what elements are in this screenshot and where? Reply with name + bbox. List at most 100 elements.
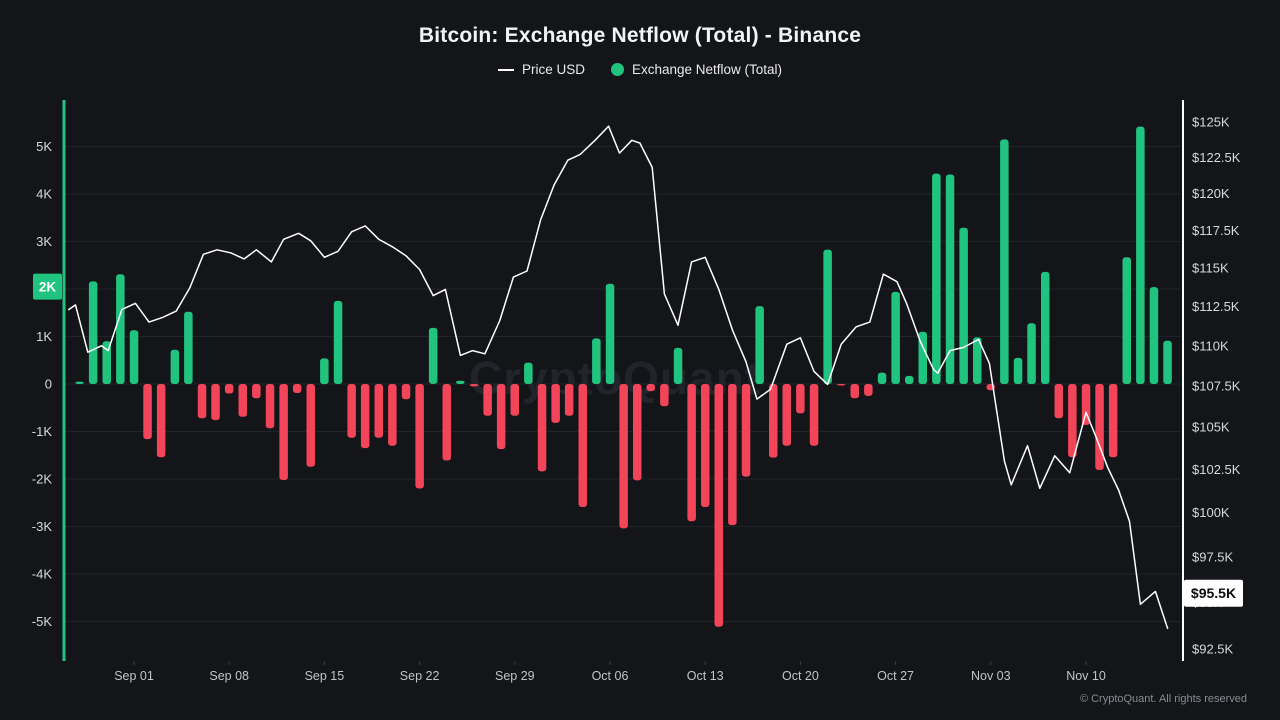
netflow-bar-sep-19[interactable] (374, 384, 384, 438)
netflow-bar-nov-04[interactable] (1000, 139, 1009, 384)
netflow-bar-nov-12[interactable] (1108, 384, 1118, 458)
netflow-bar-oct-25[interactable] (864, 384, 873, 396)
netflow-bar-oct-17[interactable] (755, 306, 764, 384)
netflow-bar-sep-13[interactable] (292, 384, 302, 393)
netflow-bar-sep-05[interactable] (184, 311, 193, 384)
netflow-bar-oct-16[interactable] (741, 384, 751, 477)
netflow-bar-aug-29[interactable] (88, 281, 98, 384)
netflow-bar-nov-05[interactable] (1013, 357, 1023, 384)
netflow-bar-oct-02[interactable] (551, 384, 560, 423)
netflow-bar-sep-01[interactable] (129, 330, 139, 384)
netflow-bar-oct-14[interactable] (714, 384, 724, 627)
netflow-bar-sep-23[interactable] (428, 327, 438, 384)
x-tick-oct-27: Oct 27 (877, 669, 914, 683)
netflow-bar-sep-18[interactable] (360, 384, 370, 449)
netflow-bar-sep-07[interactable] (211, 384, 220, 421)
netflow-bar-sep-08[interactable] (224, 384, 234, 394)
netflow-bar-sep-17[interactable] (347, 384, 356, 438)
netflow-bar-nov-01[interactable] (959, 227, 968, 384)
price-current-badge-label: $95.5K (1191, 585, 1236, 601)
netflow-bar-oct-06[interactable] (605, 283, 615, 384)
netflow-bar-oct-09[interactable] (646, 384, 656, 392)
price-line-marker (497, 68, 514, 71)
netflow-bar-oct-20[interactable] (796, 384, 805, 414)
netflow-bar-oct-19[interactable] (782, 384, 792, 446)
netflow-bar-nov-15[interactable] (1149, 287, 1159, 384)
netflow-bar-oct-13[interactable] (701, 384, 710, 507)
netflow-bar-nov-11[interactable] (1095, 384, 1104, 470)
netflow-bar-sep-16[interactable] (333, 300, 343, 384)
netflow-bar-oct-18[interactable] (769, 384, 778, 458)
netflow-bar-sep-20[interactable] (388, 384, 397, 446)
netflow-bar-sep-04[interactable] (170, 349, 180, 384)
netflow-bar-sep-24[interactable] (442, 384, 452, 461)
netflow-bar-nov-10[interactable] (1081, 384, 1091, 425)
netflow-bar-oct-28[interactable] (905, 375, 914, 384)
netflow-bar-nov-02[interactable] (973, 337, 982, 384)
netflow-bar-oct-23[interactable] (837, 384, 846, 386)
netflow-bar-nov-13[interactable] (1122, 257, 1132, 384)
netflow-bar-sep-27[interactable] (483, 384, 492, 416)
netflow-bar-nov-06[interactable] (1027, 323, 1036, 384)
netflow-bar-sep-14[interactable] (306, 384, 316, 467)
netflow-current-badge (33, 273, 62, 300)
netflow-bar-oct-26[interactable] (877, 372, 887, 384)
price-line[interactable] (67, 125, 1169, 630)
netflow-bar-oct-05[interactable] (592, 338, 601, 384)
chart-title: Bitcoin: Exchange Netflow (Total) - Bina… (418, 24, 862, 47)
netflow-bar-sep-12[interactable] (279, 384, 288, 480)
netflow-bar-sep-10[interactable] (252, 384, 261, 399)
netflow-bar-sep-06[interactable] (197, 384, 207, 419)
netflow-bar-sep-09[interactable] (238, 384, 248, 417)
netflow-bar-oct-10[interactable] (660, 384, 669, 407)
netflow-bar-nov-14[interactable] (1136, 126, 1145, 384)
netflow-bar-sep-02[interactable] (143, 384, 152, 440)
copyright: © CryptoQuant. All rights reserved (1079, 693, 1247, 705)
left-tick--5K: -5K (32, 614, 53, 629)
x-tick-oct-13: Oct 13 (687, 669, 724, 683)
netflow-bar-oct-31[interactable] (945, 174, 955, 385)
netflow-bar-oct-29[interactable] (918, 331, 928, 385)
legend-item-netflow[interactable]: Exchange Netflow (Total) (610, 62, 783, 77)
netflow-bar-nov-08[interactable] (1054, 384, 1064, 419)
netflow-bar-nov-16[interactable] (1163, 340, 1172, 384)
netflow-bar-sep-03[interactable] (156, 384, 166, 458)
netflow-bar-sep-28[interactable] (496, 384, 506, 450)
netflow-bar-oct-03[interactable] (564, 384, 574, 416)
netflow-bar-oct-08[interactable] (633, 384, 642, 481)
legend-item-price[interactable]: Price USD (497, 62, 585, 77)
left-tick-4K: 4K (36, 187, 52, 202)
netflow-bar-sep-15[interactable] (320, 358, 329, 385)
netflow-bar-nov-07[interactable] (1041, 271, 1050, 384)
netflow-bar-oct-01[interactable] (537, 384, 547, 472)
netflow-bar-aug-30[interactable] (102, 341, 112, 385)
netflow-bar-oct-11[interactable] (673, 347, 683, 384)
left-tick-0: 0 (45, 377, 52, 392)
netflow-bar-sep-22[interactable] (415, 384, 424, 489)
x-tick-sep-22: Sep 22 (400, 669, 440, 683)
netflow-bar-oct-04[interactable] (578, 384, 588, 507)
netflow-bar-sep-25[interactable] (456, 380, 465, 384)
netflow-bar-sep-26[interactable] (469, 384, 479, 387)
legend-netflow-label: Exchange Netflow (Total) (631, 62, 783, 77)
netflow-bar-oct-27[interactable] (891, 291, 900, 384)
netflow-bar-sep-11[interactable] (265, 384, 275, 429)
netflow-bar-oct-15[interactable] (728, 384, 737, 526)
netflow-bar-aug-28[interactable] (75, 381, 84, 384)
netflow-bar-nov-09[interactable] (1068, 384, 1077, 458)
netflow-bar-oct-22[interactable] (823, 249, 832, 384)
netflow-bar-sep-30[interactable] (524, 362, 533, 384)
netflow-bar-oct-24[interactable] (850, 384, 860, 399)
netflow-bar-oct-07[interactable] (619, 384, 628, 529)
x-tick-oct-06: Oct 06 (592, 669, 629, 683)
netflow-bar-oct-21[interactable] (809, 384, 819, 446)
x-tick-sep-15: Sep 15 (305, 669, 345, 683)
netflow-bar-aug-31[interactable] (116, 274, 125, 384)
netflow-bar-sep-21[interactable] (401, 384, 411, 400)
netflow-bar-sep-29[interactable] (510, 384, 520, 416)
netflow-dot-marker (610, 63, 624, 76)
netflow-bar-oct-12[interactable] (687, 384, 696, 522)
netflow-bar-oct-30[interactable] (932, 173, 941, 384)
